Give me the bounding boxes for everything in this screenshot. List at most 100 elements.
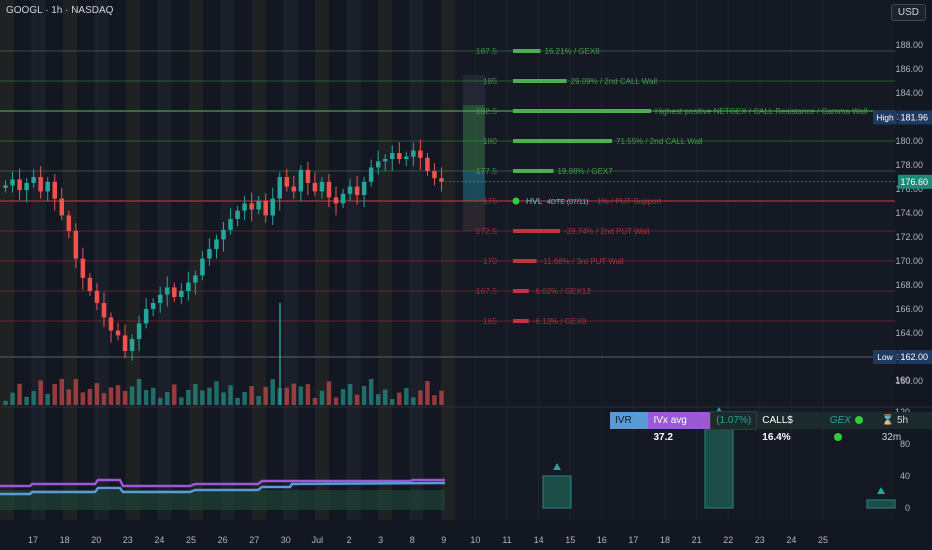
- candle-body: [319, 181, 325, 192]
- call-label: CALL$: [762, 415, 793, 426]
- candle-body: [390, 153, 395, 159]
- price-tag-label: Low: [877, 352, 893, 362]
- volume-bar: [157, 397, 163, 405]
- volume-bar: [397, 392, 402, 405]
- session-shade: [252, 0, 266, 520]
- candle-body: [45, 181, 50, 192]
- volume-bar: [354, 394, 360, 405]
- candle-body: [375, 161, 381, 168]
- candle-body: [263, 201, 268, 216]
- x-tick-label: Jul: [312, 535, 324, 545]
- volume-bar: [263, 386, 268, 405]
- gamma-level-bar: [513, 169, 554, 173]
- volume-bar: [94, 383, 100, 405]
- candle-body: [101, 303, 107, 318]
- candle-body: [143, 309, 149, 324]
- symbol-label[interactable]: GOOGL · 1h · NASDAQ: [6, 5, 114, 16]
- candle-body: [59, 198, 65, 216]
- x-tick-label: 25: [186, 535, 196, 545]
- volume-bar: [418, 390, 423, 405]
- volume-bar: [87, 389, 93, 405]
- volume-bar: [214, 381, 219, 405]
- candle-body: [228, 219, 233, 230]
- hourglass-icon: ⌛: [881, 415, 895, 426]
- price-tick-label: 170.00: [895, 256, 923, 266]
- gamma-level-annotation: 1% / PUT Support: [597, 197, 662, 206]
- up-arrow-icon: [877, 487, 885, 494]
- candle-body: [305, 169, 311, 183]
- price-tag-value: 176.60: [900, 177, 928, 187]
- session-shade: [315, 0, 329, 520]
- x-tick-label: 26: [218, 535, 228, 545]
- iv-future-bar: [542, 475, 572, 509]
- volume-bar: [122, 391, 128, 405]
- volume-bar: [186, 389, 191, 405]
- candle-body: [270, 198, 275, 216]
- volume-bar: [115, 385, 121, 405]
- volume-bar: [164, 392, 170, 405]
- session-shade: [31, 0, 46, 520]
- price-tick-label: 180.00: [895, 136, 923, 146]
- candle-body: [150, 303, 156, 309]
- gamma-level-label: 182.5: [476, 106, 498, 116]
- price-tag-label-bg: [873, 350, 897, 364]
- x-tick-label: 8: [410, 535, 415, 545]
- x-tick-label: 16: [597, 535, 607, 545]
- volume-bar: [425, 381, 430, 405]
- candle-body: [38, 177, 43, 192]
- price-tick-label: 164.00: [895, 328, 923, 338]
- x-tick-label: 22: [723, 535, 733, 545]
- ivx-line: [0, 478, 445, 488]
- candle-body: [347, 186, 353, 194]
- candle-body: [186, 282, 191, 291]
- x-tick-label: 2: [346, 535, 351, 545]
- candle-body: [87, 277, 93, 291]
- volume-bar: [10, 392, 15, 405]
- currency-button[interactable]: USD: [890, 4, 926, 21]
- volume-bar: [361, 385, 367, 405]
- iv-tick-label: 160: [895, 375, 910, 385]
- candle-body: [425, 157, 430, 171]
- volume-bar: [80, 392, 86, 405]
- gex-label: GEX: [829, 415, 851, 426]
- iv-future-bar: [866, 499, 896, 509]
- candle-body: [221, 229, 226, 240]
- gamma-level-annotation: 19.88% / GEX7: [558, 167, 614, 176]
- gamma-level-bar: [513, 139, 612, 143]
- gamma-level-label: 172.5: [476, 226, 498, 236]
- volume-bar: [38, 380, 43, 405]
- price-tick-label: 166.00: [895, 304, 923, 314]
- gamma-level-bar: [513, 79, 567, 83]
- ivx-label: IVx avg: [653, 415, 687, 426]
- candle-body: [411, 150, 416, 157]
- x-tick-label: 3: [378, 535, 383, 545]
- volume-bar: [305, 384, 311, 405]
- x-tick-label: 23: [123, 535, 133, 545]
- gamma-level-label: 167.5: [476, 286, 498, 296]
- volume-bar: [333, 397, 339, 405]
- volume-bar: [136, 379, 142, 405]
- volume-bar: [368, 379, 374, 405]
- volume-bar: [256, 396, 261, 405]
- gamma-level-label: 170: [483, 256, 497, 266]
- price-tag-value: 162.00: [900, 352, 928, 362]
- candle-body: [439, 178, 444, 182]
- candle-body: [164, 287, 170, 295]
- x-tick-label: 25: [818, 535, 828, 545]
- volume-bar: [3, 400, 8, 405]
- session-shade: [378, 0, 392, 520]
- gamma-level-bar: [513, 49, 541, 53]
- candle-body: [17, 179, 22, 191]
- candle-body: [193, 275, 198, 283]
- volume-bar: [404, 388, 409, 405]
- candle-body: [10, 179, 15, 186]
- volume-bar: [179, 397, 184, 405]
- ivx-badge: IVx avg 37.2: [648, 412, 711, 443]
- volume-bar: [312, 397, 318, 405]
- price-tick-label: 172.00: [895, 232, 923, 242]
- price-tick-label: 168.00: [895, 280, 923, 290]
- price-tag-label: High: [876, 112, 894, 122]
- volume-bar: [101, 393, 107, 405]
- x-tick-label: 23: [755, 535, 765, 545]
